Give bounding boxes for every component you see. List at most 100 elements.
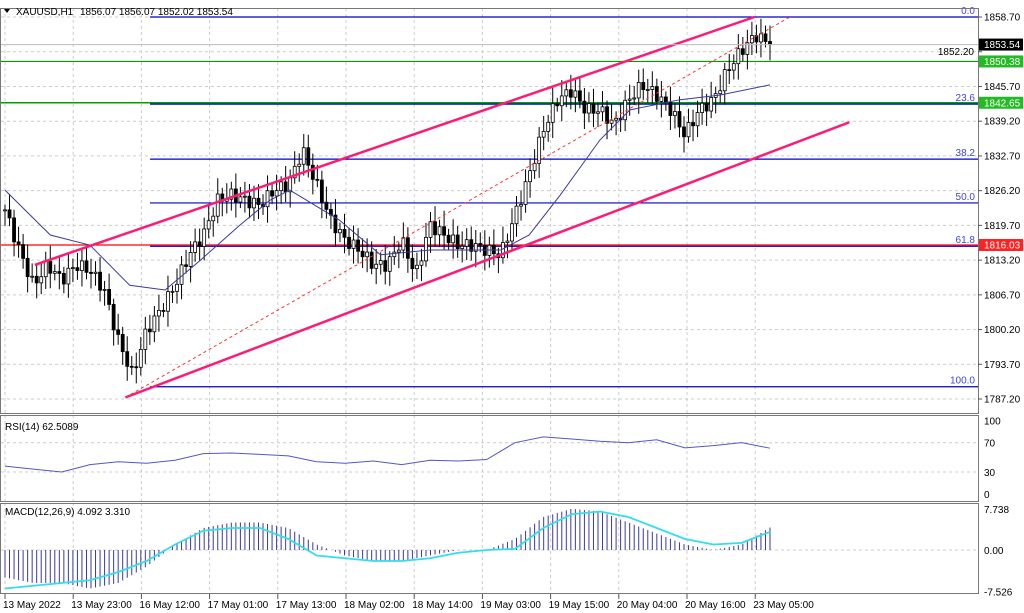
candle — [609, 104, 614, 131]
candle — [116, 313, 121, 345]
candle-body — [718, 90, 723, 95]
candle-body — [102, 289, 107, 291]
candle — [428, 212, 433, 253]
candle-body — [663, 96, 668, 103]
candle — [677, 96, 682, 138]
candle-body — [111, 304, 116, 331]
candle-body — [369, 251, 374, 269]
candle-body — [469, 239, 474, 252]
time-label: 16 May 12:00 — [139, 600, 200, 611]
rsi-panel[interactable] — [4, 436, 771, 473]
candle-body — [48, 260, 53, 274]
candle-body — [170, 290, 175, 293]
candle — [247, 184, 252, 219]
macd-signal-line — [4, 510, 771, 590]
candle-body — [396, 249, 401, 253]
macd-panel[interactable] — [4, 508, 771, 590]
candle-body — [374, 263, 379, 269]
candle — [288, 169, 293, 208]
candle-body — [157, 310, 161, 317]
candle-body — [39, 276, 44, 284]
candle — [374, 249, 379, 285]
triangle-down-icon[interactable] — [4, 9, 10, 13]
candle — [107, 273, 112, 311]
candle-body — [310, 164, 315, 180]
candle — [564, 81, 569, 108]
candle-body — [319, 179, 324, 203]
candle-body — [668, 102, 673, 116]
price-label: 1787.20 — [984, 395, 1021, 406]
candle — [89, 258, 93, 289]
candle — [283, 165, 288, 203]
candle-body — [116, 329, 121, 335]
candle-body — [700, 102, 705, 113]
candle-body — [21, 244, 26, 259]
candle-body — [415, 264, 419, 270]
candle — [650, 71, 655, 104]
candle — [188, 241, 193, 283]
candle — [30, 263, 35, 283]
price-label: 1813.20 — [984, 256, 1021, 267]
candle — [501, 226, 505, 264]
candle — [691, 109, 695, 142]
candle-body — [410, 257, 415, 270]
candle-body — [229, 188, 234, 200]
candle — [632, 85, 637, 106]
price-label: 1839.20 — [984, 117, 1021, 128]
candle — [16, 226, 21, 258]
candle — [319, 170, 324, 219]
candle-body — [378, 260, 383, 265]
price-panel[interactable]: 0.0 23.6 38.2 50.0 61.8 100.0 — [1, 6, 978, 399]
price-label: 1819.70 — [984, 221, 1021, 232]
candle-body — [609, 119, 614, 124]
candle-body — [460, 245, 465, 250]
candle — [52, 264, 57, 281]
candle-body — [442, 226, 446, 236]
candle-body — [211, 215, 216, 222]
candle-body — [428, 221, 433, 238]
channel-lower-line — [124, 121, 850, 399]
candle-body — [333, 214, 338, 234]
ohlc-readout: 1856.07 1856.07 1852.02 1853.54 — [80, 7, 233, 18]
candle-body — [659, 96, 664, 102]
candle-body — [93, 271, 98, 274]
candle-body — [84, 260, 89, 273]
time-label: 19 May 03:00 — [480, 600, 541, 611]
candle-body — [138, 349, 143, 368]
candle — [573, 79, 578, 113]
candle-body — [387, 256, 392, 272]
candle — [433, 206, 437, 247]
rsi-frame — [0, 415, 979, 502]
candle — [600, 91, 605, 122]
candle-body — [478, 243, 483, 246]
candle — [175, 268, 179, 304]
candle — [383, 244, 388, 285]
fib-level-label: 0.0 — [961, 6, 975, 17]
candle — [378, 252, 383, 275]
candle — [21, 233, 26, 269]
candle — [392, 236, 397, 265]
candle-body — [52, 271, 57, 274]
candle — [179, 256, 184, 300]
candle — [57, 255, 62, 290]
price-label: 1806.70 — [984, 290, 1021, 301]
candle-body — [722, 69, 727, 92]
candle-body — [754, 35, 759, 43]
candle-body — [315, 178, 320, 181]
candle — [166, 275, 170, 327]
candle — [152, 305, 157, 343]
candle-body — [356, 239, 360, 252]
candle-body — [419, 260, 424, 266]
candle-body — [736, 48, 741, 65]
candle — [238, 186, 243, 209]
candle — [587, 92, 591, 123]
candle — [147, 314, 152, 345]
candle — [686, 108, 691, 143]
candle-body — [682, 126, 686, 138]
candle-body — [673, 111, 677, 116]
grid — [1, 8, 978, 593]
candle-body — [446, 234, 451, 244]
candle-body — [577, 90, 582, 102]
price-label: 1852.20 — [938, 47, 975, 58]
